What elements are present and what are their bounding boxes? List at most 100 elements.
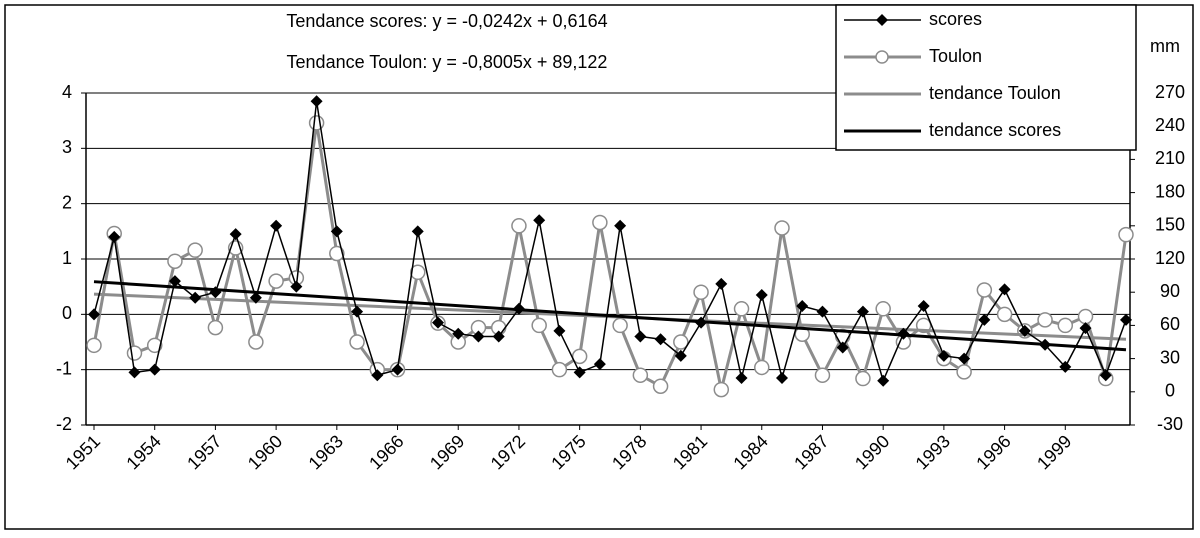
- marker: [695, 316, 708, 329]
- marker: [268, 273, 284, 289]
- marker: [168, 275, 181, 288]
- marker: [897, 327, 910, 340]
- y2-tick-label: 60: [1160, 314, 1180, 334]
- marker: [1079, 322, 1092, 335]
- marker: [270, 219, 283, 232]
- marker: [167, 253, 183, 269]
- marker: [533, 214, 546, 227]
- marker: [249, 291, 262, 304]
- marker: [1039, 338, 1052, 351]
- marker: [816, 305, 829, 318]
- y-tick-label: 0: [62, 303, 72, 323]
- y2-tick-label: 90: [1160, 281, 1180, 301]
- marker: [836, 341, 849, 354]
- marker: [592, 214, 608, 231]
- y-tick-label: 1: [62, 248, 72, 268]
- marker: [856, 305, 869, 318]
- marker: [674, 349, 687, 362]
- marker: [146, 337, 163, 354]
- marker: [492, 330, 505, 343]
- y2-tick-label: 210: [1155, 148, 1185, 168]
- marker: [673, 334, 689, 350]
- y2-tick-label: 150: [1155, 215, 1185, 235]
- series-line: [92, 122, 1128, 390]
- marker: [875, 301, 891, 317]
- marker: [998, 283, 1011, 296]
- marker: [755, 288, 768, 301]
- marker: [693, 284, 709, 300]
- marker: [774, 220, 790, 236]
- marker: [1099, 369, 1112, 382]
- marker: [654, 333, 667, 346]
- y2-axis-label: mm: [1150, 36, 1180, 56]
- marker: [1118, 226, 1134, 243]
- marker: [308, 115, 325, 131]
- y2-tick-label: 270: [1155, 82, 1185, 102]
- y2-tick-label: 180: [1155, 181, 1185, 201]
- y-tick-label: 2: [62, 192, 72, 212]
- marker: [612, 317, 628, 334]
- annotation: Tendance Toulon: y = -0,8005x + 89,122: [287, 52, 608, 72]
- marker: [917, 300, 930, 313]
- marker: [1077, 308, 1094, 325]
- marker: [452, 327, 465, 340]
- marker: [713, 381, 730, 398]
- marker: [88, 308, 100, 321]
- marker: [978, 313, 991, 326]
- y2-tick-label: 120: [1155, 248, 1185, 268]
- trend-line: [93, 280, 1127, 352]
- marker: [531, 317, 547, 334]
- marker: [432, 316, 444, 329]
- legend-label: scores: [929, 9, 982, 29]
- annotation: Tendance scores: y = -0,0242x + 0,6164: [286, 11, 607, 31]
- y2-tick-label: 240: [1155, 115, 1185, 135]
- marker: [754, 359, 770, 376]
- y-tick-label: -2: [56, 414, 72, 434]
- y2-tick-label: 30: [1160, 347, 1180, 367]
- marker: [330, 225, 343, 238]
- marker: [410, 264, 426, 281]
- marker: [593, 358, 606, 371]
- marker: [996, 306, 1013, 323]
- marker: [512, 302, 525, 315]
- y-tick-label: 3: [62, 137, 72, 157]
- legend-marker: [875, 50, 889, 64]
- marker: [814, 367, 831, 383]
- marker: [634, 330, 647, 343]
- marker: [1018, 324, 1031, 337]
- marker: [411, 225, 424, 238]
- marker: [553, 324, 566, 337]
- marker: [248, 334, 264, 350]
- marker: [126, 345, 143, 361]
- legend-marker: [876, 14, 888, 26]
- marker: [652, 378, 669, 395]
- marker: [189, 291, 202, 304]
- marker: [776, 371, 788, 384]
- y2-tick-label: -30: [1157, 414, 1183, 434]
- marker: [733, 301, 750, 317]
- marker: [472, 330, 485, 343]
- marker: [715, 277, 728, 290]
- marker: [290, 280, 303, 293]
- legend-label: Toulon: [929, 46, 982, 66]
- marker: [1037, 312, 1053, 328]
- marker: [349, 334, 365, 350]
- marker: [229, 228, 242, 241]
- marker: [632, 367, 649, 383]
- marker: [855, 370, 871, 387]
- marker: [1059, 360, 1072, 373]
- marker: [187, 242, 203, 258]
- marker: [329, 245, 345, 262]
- marker: [209, 286, 222, 299]
- marker: [310, 95, 323, 108]
- marker: [956, 364, 972, 380]
- marker: [148, 363, 161, 376]
- series-line: [93, 101, 1127, 383]
- marker: [391, 363, 404, 376]
- marker: [877, 374, 890, 387]
- marker: [207, 319, 224, 336]
- marker: [735, 371, 748, 384]
- y2-tick-label: 0: [1165, 381, 1175, 401]
- y-tick-label: 4: [62, 82, 72, 102]
